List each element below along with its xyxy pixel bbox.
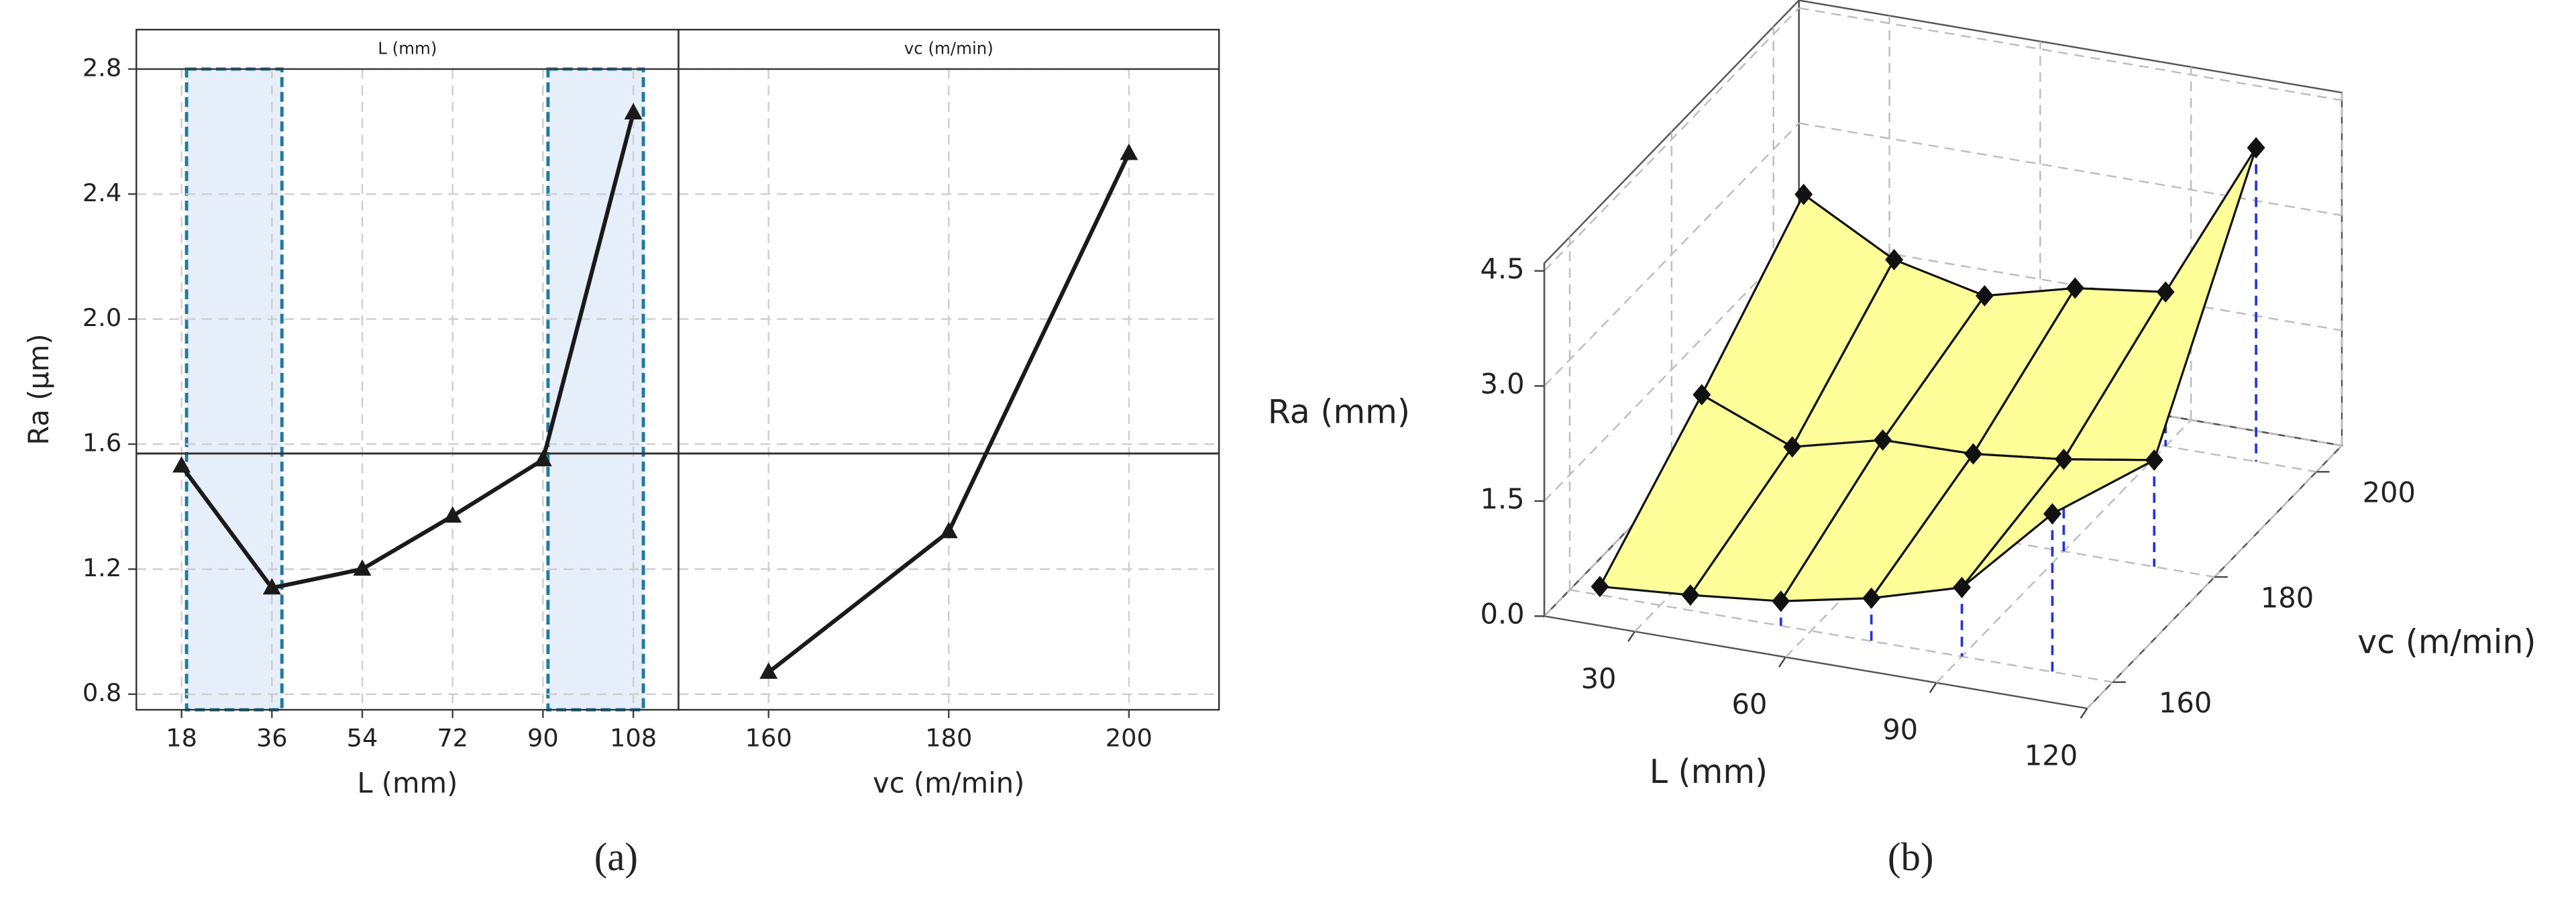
y-tick-label: 200 (2363, 476, 2416, 509)
x-tick (2080, 708, 2088, 719)
y-axis-title: vc (m/min) (2357, 623, 2536, 661)
z-axis-title: Ra (mm) (1268, 393, 1410, 431)
marker (533, 449, 552, 467)
marker (1874, 429, 1892, 451)
y-tick-label: 2.0 (83, 303, 121, 332)
x-tick-label: 72 (437, 724, 468, 753)
x-tick-label: 54 (347, 724, 378, 753)
y-tick-label: 1.6 (83, 429, 121, 458)
x-tick-label: 30 (1581, 662, 1617, 695)
x-tick (1778, 656, 1786, 668)
marker (1772, 590, 1790, 612)
marker (2247, 137, 2265, 159)
marker (759, 662, 778, 679)
x-tick (1929, 682, 1937, 694)
y-tick-label: 1.2 (83, 553, 121, 582)
x-tick-label: 36 (256, 724, 288, 753)
grid-line (1544, 122, 1800, 387)
marker (2054, 448, 2073, 470)
marker (353, 559, 372, 576)
marker (1964, 443, 1982, 465)
marker (443, 506, 462, 523)
grid-line (1569, 589, 2113, 684)
data-line (180, 112, 636, 590)
y-tick-label: 2.4 (83, 178, 121, 207)
panel-title: vc (m/min) (904, 39, 994, 58)
marker (262, 578, 281, 595)
x-tick-label: 60 (1731, 688, 1767, 721)
marker (1591, 576, 1609, 598)
z-tick-label: 3.0 (1480, 367, 1524, 400)
x-tick-label: 120 (2025, 739, 2078, 771)
grid-line (1799, 237, 2343, 331)
marker (939, 521, 958, 539)
grid-line (1799, 122, 2343, 217)
grid-line (1544, 7, 1800, 272)
grid-line (1544, 237, 1800, 502)
marker (2043, 503, 2061, 525)
highlight-range (184, 67, 284, 712)
marker (1120, 144, 1138, 160)
z-tick-label: 4.5 (1480, 252, 1524, 285)
panel-frame (678, 28, 1220, 711)
x-tick (1627, 631, 1635, 642)
marker (1783, 436, 1802, 458)
x-axis-title: vc (m/min) (873, 767, 1024, 800)
marker (1862, 587, 1881, 609)
x-tick-label: 200 (1106, 724, 1152, 753)
marker (1681, 584, 1700, 606)
panel-title: L (mm) (378, 39, 437, 58)
y-tick-label: 160 (2159, 686, 2212, 719)
y-axis-title: Ra (μm) (22, 333, 55, 445)
caption: (b) (1888, 835, 1934, 879)
x-axis-title: L (mm) (357, 767, 458, 800)
caption: (a) (594, 835, 638, 879)
x-tick-label: 90 (1882, 713, 1918, 746)
marker (624, 103, 643, 119)
marker (172, 456, 191, 473)
y-tick-label: 2.8 (83, 53, 121, 82)
y-tick-label: 0.8 (83, 678, 121, 707)
x-tick-label: 90 (527, 724, 559, 753)
highlight-range (546, 67, 645, 712)
y-tick-label: 180 (2261, 581, 2314, 614)
x-tick-label: 180 (925, 724, 972, 753)
x-tick-label: 18 (166, 724, 197, 753)
z-tick-label: 0.0 (1480, 597, 1524, 630)
grid-line (1799, 7, 2343, 101)
x-axis-title: L (mm) (1650, 753, 1768, 791)
x-tick-label: 108 (610, 724, 657, 753)
x-tick-label: 160 (745, 724, 792, 753)
marker (1953, 576, 1971, 598)
marker (1975, 284, 1994, 307)
z-tick-label: 1.5 (1480, 482, 1524, 515)
